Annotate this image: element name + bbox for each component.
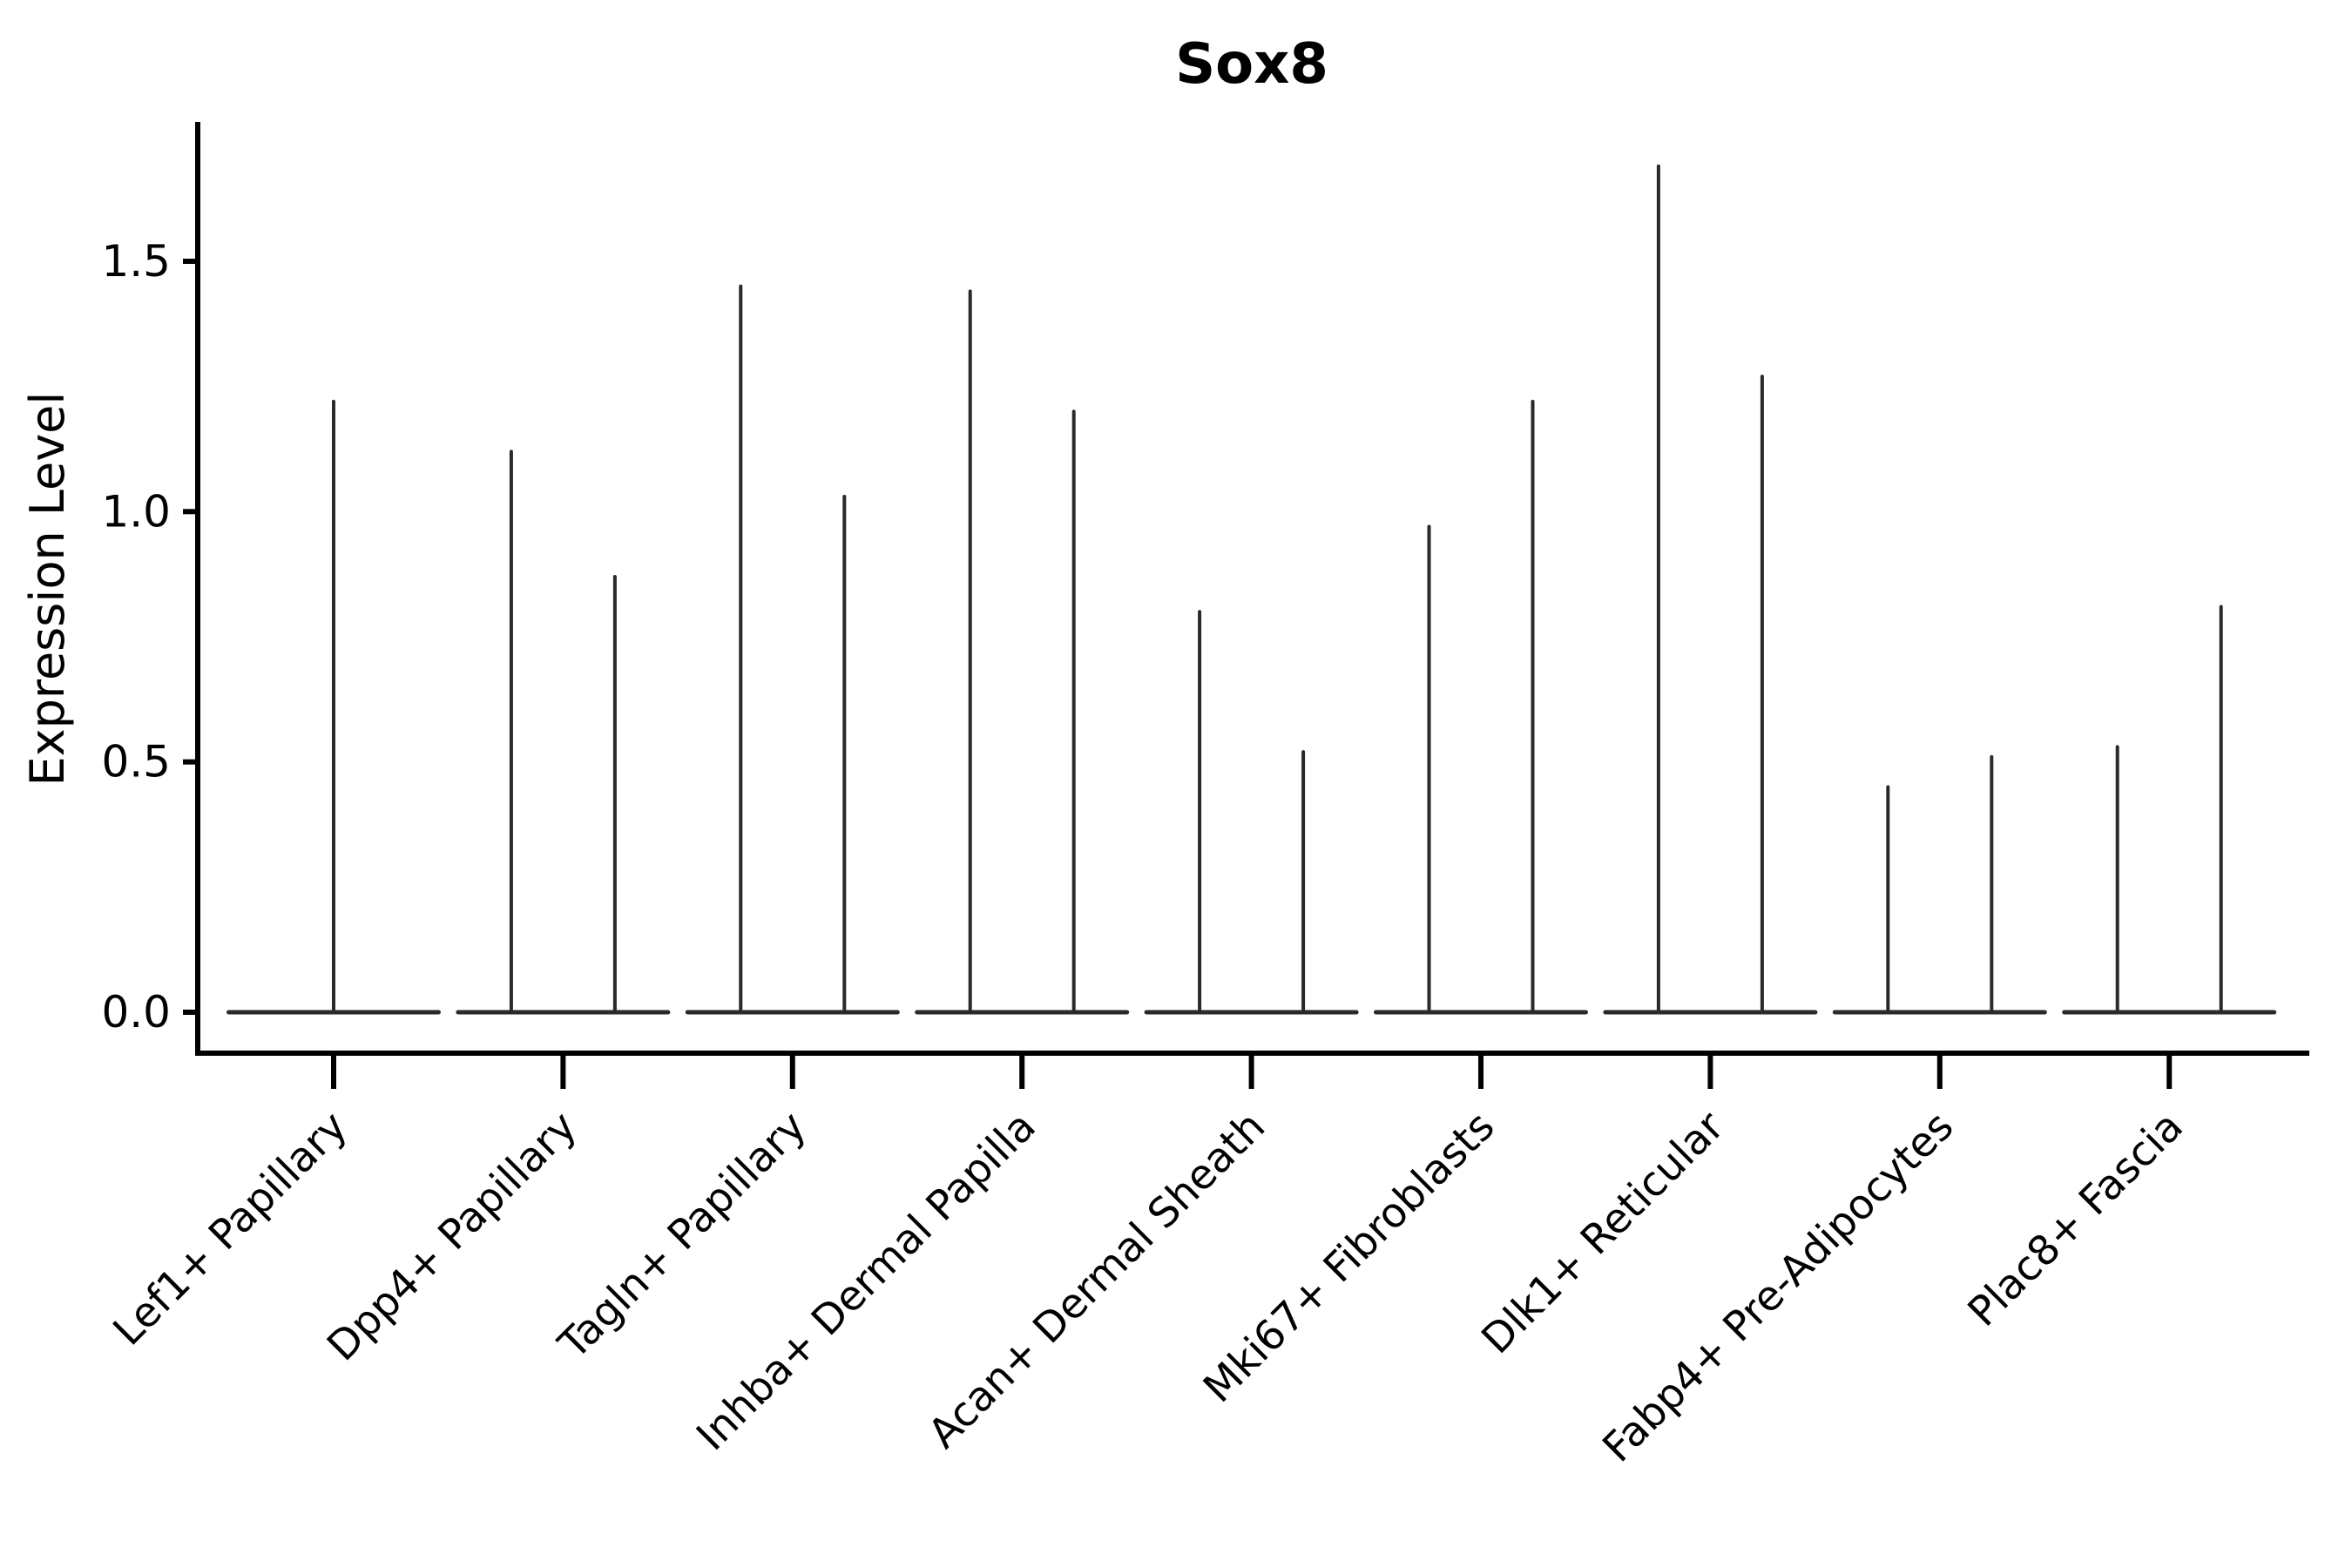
x-tick-label: Dpp4+ Papillary <box>318 1103 586 1371</box>
x-tick-label: Plac8+ Fascia <box>1959 1103 2193 1336</box>
x-tick-label: Lef1+ Papillary <box>105 1103 357 1355</box>
x-tick-label: Tagln+ Papillary <box>549 1103 815 1369</box>
y-tick-label: 0.5 <box>101 737 171 787</box>
y-tick-label: 1.0 <box>101 486 171 537</box>
x-tick-label: Dlk1+ Reticular <box>1472 1102 1734 1363</box>
y-tick-label: 1.5 <box>101 236 171 287</box>
y-axis-label: Expression Level <box>20 392 75 787</box>
y-tick-label: 0.0 <box>101 987 171 1037</box>
chart-title: Sox8 <box>1175 32 1328 97</box>
